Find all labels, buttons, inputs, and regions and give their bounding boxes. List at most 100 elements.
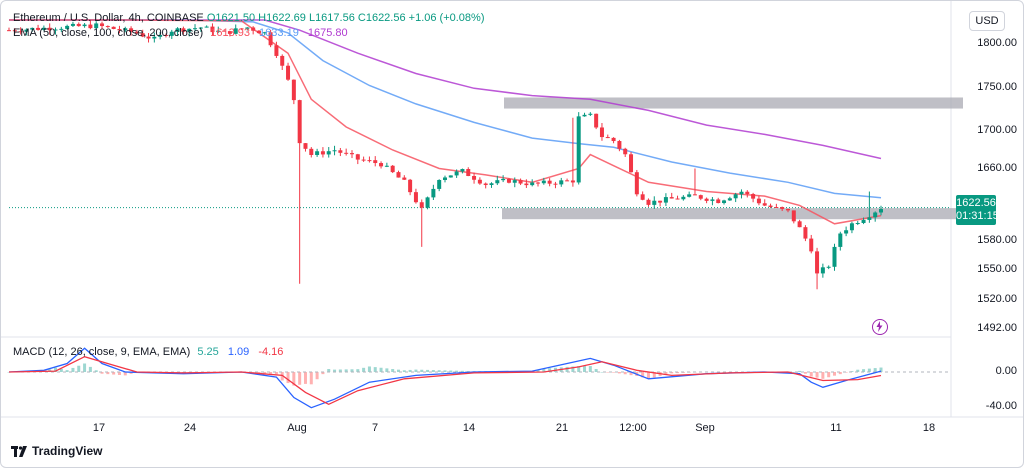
candle-body — [251, 27, 256, 31]
candle-body — [140, 33, 145, 37]
candle-body — [692, 194, 697, 196]
candle-body — [762, 203, 767, 206]
macd-histogram-bar — [315, 372, 319, 380]
candle-body — [472, 176, 477, 180]
candle-body — [599, 127, 604, 138]
macd-legend-label: MACD (12, 26, close, 9, EMA, EMA) — [13, 346, 191, 358]
candle-body — [861, 219, 866, 223]
price-tick: 1700.00 — [977, 124, 1017, 136]
macd-histogram-bar — [385, 368, 389, 372]
x-tick: 12:00 — [619, 422, 647, 434]
candle-body — [826, 266, 831, 268]
macd-histogram-bar — [606, 372, 610, 373]
macd-histogram-bar — [112, 372, 116, 375]
macd-histogram-bar — [321, 372, 325, 375]
macd-histogram-bar — [327, 369, 331, 372]
x-tick: Sep — [695, 422, 715, 434]
candle-body — [332, 150, 337, 152]
macd-histogram-bar — [263, 372, 267, 374]
candle-body — [524, 183, 529, 186]
candle-body — [803, 227, 808, 239]
candle-body — [437, 179, 442, 189]
candle-body — [41, 27, 46, 30]
macd-histogram-bar — [298, 372, 302, 385]
candle-body — [146, 36, 151, 39]
candle-body — [384, 165, 389, 167]
candle-body — [210, 26, 215, 33]
x-tick: Aug — [287, 422, 307, 434]
macd-histogram-bar — [65, 370, 69, 372]
macd-histogram-bar — [583, 366, 587, 372]
macd-histogram-bar — [431, 370, 435, 372]
candle-body — [809, 238, 814, 252]
macd-histogram-bar — [832, 372, 836, 376]
macd-histogram-bar — [123, 372, 127, 376]
x-tick: 7 — [371, 422, 379, 434]
lightning-icon[interactable] — [872, 319, 888, 335]
candle-body — [216, 30, 221, 33]
macd-histogram-bar — [117, 372, 121, 375]
candle-body — [768, 205, 773, 207]
macd-line-value: 1.09 — [227, 346, 250, 358]
brand-name: TradingView — [32, 444, 103, 458]
macd-histogram-bar — [309, 372, 313, 385]
candle-body — [617, 141, 622, 149]
macd-histogram-bar — [565, 366, 569, 372]
candle-body — [722, 200, 727, 204]
candle-body — [832, 246, 837, 267]
candle-body — [756, 198, 761, 204]
candle-body — [431, 188, 436, 198]
candle-body — [611, 137, 616, 142]
ema200-line — [9, 19, 882, 160]
macd-histogram-bar — [873, 368, 877, 372]
candle-body — [774, 206, 779, 208]
candle-body — [570, 180, 575, 183]
macd-histogram-bar — [286, 372, 290, 384]
x-tick: 11 — [830, 422, 842, 434]
macd-histogram-bar — [420, 369, 424, 372]
currency-button[interactable]: USD — [969, 11, 1005, 31]
price-tick: 1492.00 — [977, 322, 1017, 334]
candle-body — [129, 28, 134, 32]
macd-histogram-bar — [862, 369, 866, 372]
macd-histogram-bar — [373, 367, 377, 372]
macd-macd-line — [8, 347, 882, 409]
candle-body — [309, 148, 314, 155]
candle-body — [169, 31, 174, 36]
macd-histogram-bar — [71, 367, 75, 372]
candle-countdown: 01:31:15 — [956, 210, 999, 222]
candle-body — [582, 114, 587, 117]
macd-histogram-bar — [600, 372, 604, 373]
candle-body — [867, 217, 872, 220]
candle-body — [512, 180, 517, 183]
candle-body — [727, 198, 732, 201]
candle-body — [367, 160, 372, 162]
candle-body — [669, 197, 674, 199]
candle-body — [349, 153, 354, 155]
candle-body — [710, 199, 715, 201]
candle-body — [495, 180, 500, 184]
candle-body — [262, 32, 267, 34]
candle-body — [53, 29, 58, 31]
tradingview-brand[interactable]: TradingView — [11, 444, 102, 458]
candle-body — [82, 24, 87, 27]
candle-body — [227, 31, 232, 34]
candle-body — [541, 180, 546, 184]
candle-body — [390, 165, 395, 173]
candle-body — [7, 30, 11, 32]
candle-body — [111, 26, 116, 29]
candle-body — [460, 169, 465, 172]
macd-histogram-bar — [577, 366, 581, 372]
candle-body — [425, 197, 430, 208]
zone-resistance — [504, 97, 963, 109]
candle-body — [402, 177, 407, 180]
price-tick: 1550.00 — [977, 263, 1017, 275]
candle-body — [286, 65, 291, 80]
candle-body — [675, 198, 680, 200]
candle-body — [518, 180, 523, 184]
candle-body — [652, 200, 657, 205]
candle-body — [506, 178, 511, 183]
price-tick: 1580.00 — [977, 234, 1017, 246]
candle-body — [663, 197, 668, 203]
